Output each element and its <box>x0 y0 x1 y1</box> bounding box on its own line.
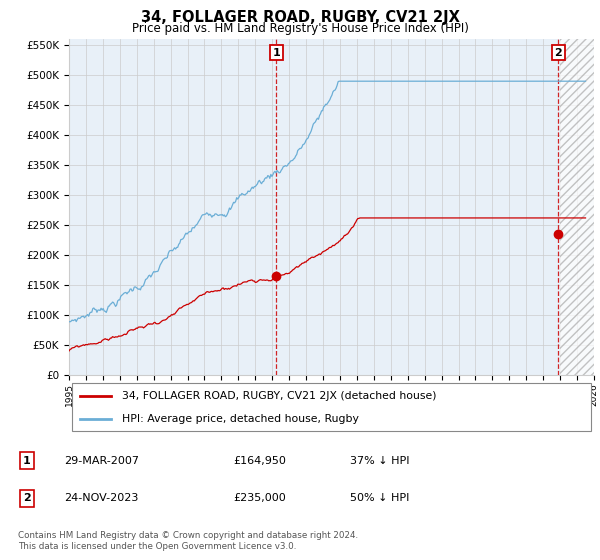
Text: This data is licensed under the Open Government Licence v3.0.: This data is licensed under the Open Gov… <box>18 542 296 551</box>
Text: 29-MAR-2007: 29-MAR-2007 <box>64 456 139 465</box>
Text: 1: 1 <box>272 48 280 58</box>
Bar <box>560 39 594 375</box>
Text: 2: 2 <box>554 48 562 58</box>
Text: 34, FOLLAGER ROAD, RUGBY, CV21 2JX (detached house): 34, FOLLAGER ROAD, RUGBY, CV21 2JX (deta… <box>121 391 436 401</box>
Text: 1: 1 <box>23 456 31 465</box>
Text: HPI: Average price, detached house, Rugby: HPI: Average price, detached house, Rugb… <box>121 414 358 424</box>
Text: 50% ↓ HPI: 50% ↓ HPI <box>350 493 409 503</box>
Text: 2: 2 <box>23 493 31 503</box>
Text: 34, FOLLAGER ROAD, RUGBY, CV21 2JX: 34, FOLLAGER ROAD, RUGBY, CV21 2JX <box>140 10 460 25</box>
Text: Contains HM Land Registry data © Crown copyright and database right 2024.: Contains HM Land Registry data © Crown c… <box>18 531 358 540</box>
Text: Price paid vs. HM Land Registry's House Price Index (HPI): Price paid vs. HM Land Registry's House … <box>131 22 469 35</box>
Text: £235,000: £235,000 <box>233 493 286 503</box>
Text: 24-NOV-2023: 24-NOV-2023 <box>64 493 139 503</box>
FancyBboxPatch shape <box>71 384 592 431</box>
Text: £164,950: £164,950 <box>233 456 286 465</box>
Text: 37% ↓ HPI: 37% ↓ HPI <box>350 456 409 465</box>
